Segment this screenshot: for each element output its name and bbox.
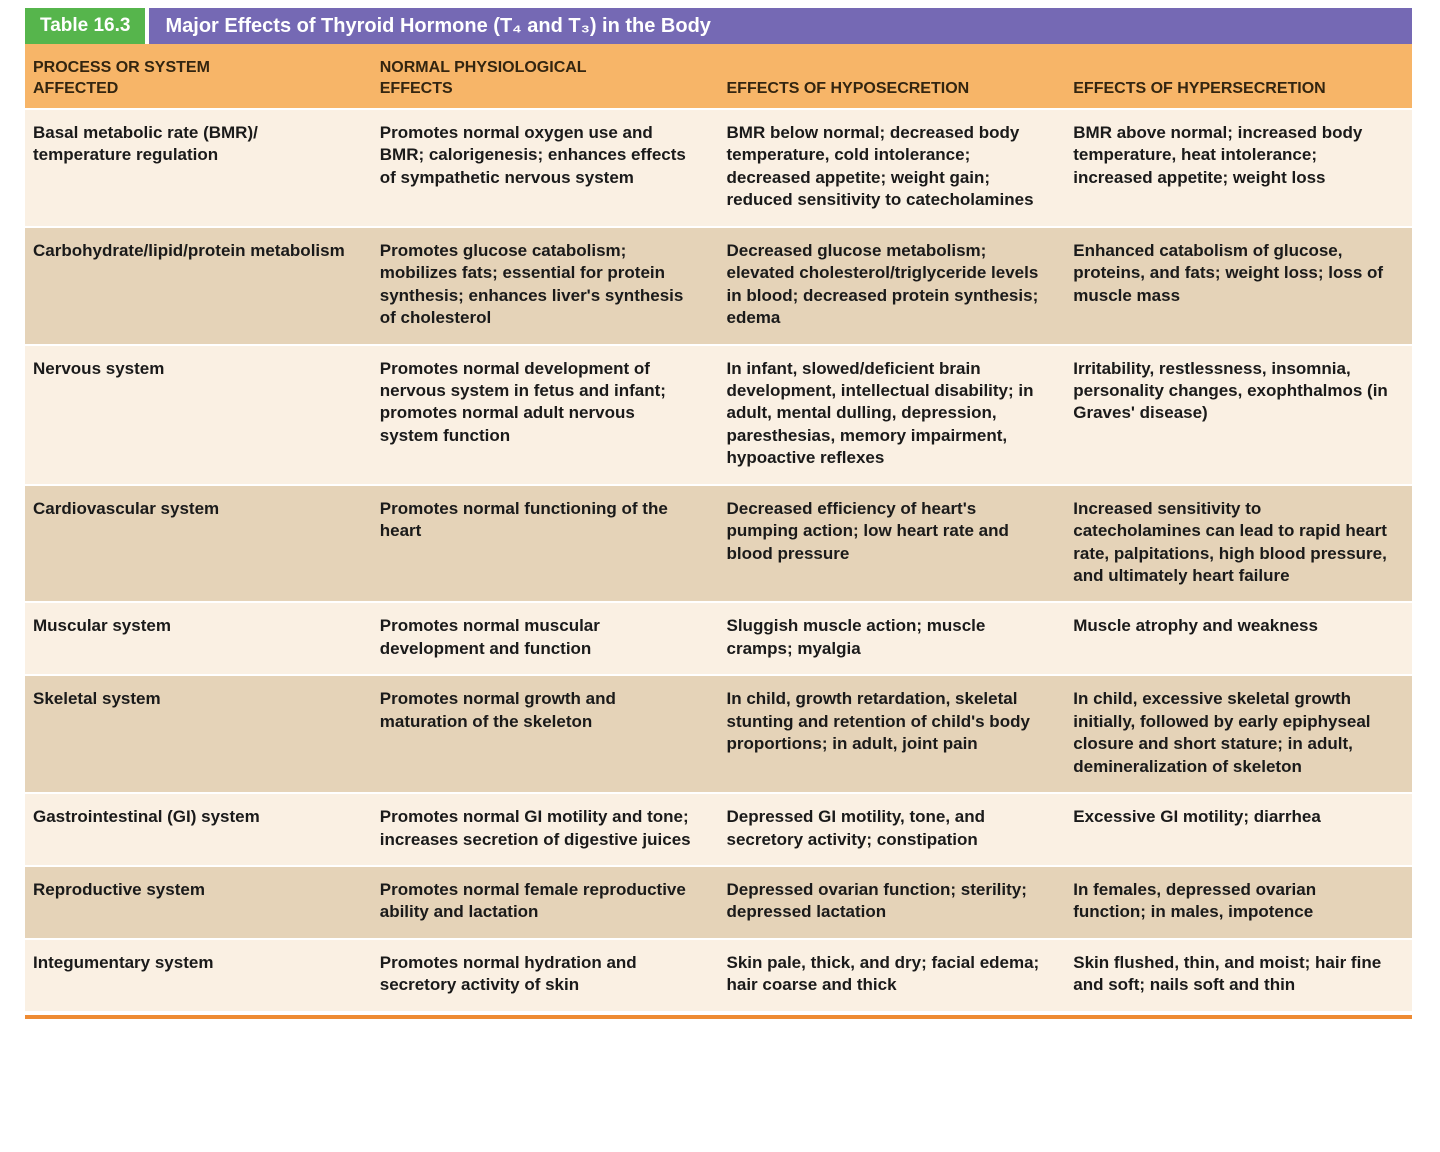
table-cell: Irritability, restlessness, insomnia, pe… — [1073, 358, 1388, 423]
table-row: Carbohydrate/lipid/protein metabolism Pr… — [25, 227, 1412, 344]
table-row: Integumentary system Promotes normal hyd… — [25, 939, 1412, 1011]
table-cell: Promotes normal development of nervous s… — [379, 358, 666, 445]
table-cell: Increased sensitivity to catecholamines … — [1073, 498, 1387, 585]
table-header-row: PROCESS OR SYSTEM AFFECTED NORMAL PHYSIO… — [25, 44, 1412, 108]
table-row: Muscular system Promotes normal muscular… — [25, 603, 1412, 675]
table-cell: Muscle atrophy and weakness — [1073, 616, 1318, 636]
table-cell: Excessive GI motility; diarrhea — [1073, 807, 1321, 827]
table-cell: BMR above normal; increased body tempera… — [1073, 123, 1363, 187]
table-cell: Depressed ovarian function; sterility; d… — [726, 879, 1027, 922]
table-cell: Promotes normal GI motility and tone; in… — [379, 807, 691, 849]
table-row: Gastrointestinal (GI) system Promotes no… — [25, 794, 1412, 865]
table-row: Cardiovascular system Promotes normal fu… — [25, 485, 1412, 602]
table-cell: Decreased efficiency of heart's pumping … — [726, 498, 1009, 563]
table-cell: Nervous system — [33, 358, 165, 378]
table-cell: Promotes glucose catabolism; mobilizes f… — [379, 240, 684, 328]
column-header-normal-physiological-effects: NORMAL PHYSIOLOGICAL EFFECTS — [379, 59, 587, 98]
table-cell: Skin pale, thick, and dry; facial edema;… — [726, 952, 1040, 995]
table-cell: Promotes normal hydration and secretory … — [379, 952, 637, 995]
table-row: Skeletal system Promotes normal growth a… — [25, 676, 1412, 793]
table-cell: Decreased glucose metabolism; elevated c… — [726, 240, 1039, 328]
table-row: Reproductive system Promotes normal fema… — [25, 866, 1412, 938]
table-cell: Promotes normal female reproductive abil… — [379, 879, 686, 922]
column-header-effects-of-hypersecretion: EFFECTS OF HYPERSECRETION — [1073, 80, 1326, 98]
table-bottom-rule — [25, 1014, 1412, 1019]
table-cell: In child, growth retardation, skeletal s… — [726, 689, 1030, 754]
table-title: Major Effects of Thyroid Hormone (T₄ and… — [149, 8, 1412, 44]
table-number-label: Table 16.3 — [25, 8, 146, 44]
table-cell: Sluggish muscle action; muscle cramps; m… — [726, 616, 986, 658]
table-cell: Muscular system — [33, 616, 171, 636]
table-cell: Skin flushed, thin, and moist; hair fine… — [1073, 952, 1382, 995]
table-cell: Depressed GI motility, tone, and secreto… — [726, 807, 986, 849]
column-header-process-or-system: PROCESS OR SYSTEM AFFECTED — [33, 59, 210, 98]
table-cell: In child, excessive skeletal growth init… — [1073, 689, 1371, 776]
table-cell: Promotes normal functioning of the heart — [379, 498, 668, 541]
table-cell: Integumentary system — [33, 952, 214, 972]
table-cell: Gastrointestinal (GI) system — [33, 807, 260, 827]
table-cell: Promotes normal muscular development and… — [379, 616, 600, 658]
table-cell: Promotes normal growth and maturation of… — [379, 689, 616, 731]
table-cell: Carbohydrate/lipid/protein metabolism — [33, 240, 345, 260]
table-row: Nervous system Promotes normal developme… — [25, 345, 1412, 484]
column-header-effects-of-hyposecretion: EFFECTS OF HYPOSECRETION — [726, 80, 970, 98]
table-cell: Skeletal system — [33, 689, 161, 709]
table-cell: In infant, slowed/deficient brain develo… — [726, 358, 1034, 468]
table-row: Basal metabolic rate (BMR)/ temperature … — [25, 110, 1412, 226]
table-cell: BMR below normal; decreased body tempera… — [726, 123, 1034, 210]
table-cell: In females, depressed ovarian function; … — [1073, 879, 1317, 922]
table-cell: Cardiovascular system — [33, 498, 220, 518]
table-title-bar: Table 16.3 Major Effects of Thyroid Horm… — [25, 8, 1412, 44]
table-cell: Promotes normal oxygen use and BMR; calo… — [379, 123, 686, 187]
table-cell: Basal metabolic rate (BMR)/ temperature … — [33, 123, 258, 165]
table-cell: Enhanced catabolism of glucose, proteins… — [1073, 240, 1384, 305]
table-cell: Reproductive system — [33, 879, 205, 899]
